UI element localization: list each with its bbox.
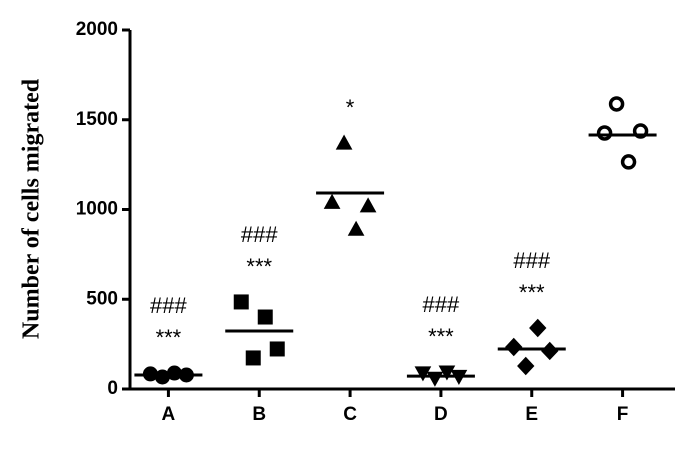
x-tick-label: A [162,404,176,425]
x-tick-label: C [343,404,357,425]
point [414,366,432,382]
y-tick-label: 500 [86,288,118,309]
point [608,96,625,112]
point [335,134,353,150]
point [426,371,444,387]
y-tick-label: 1500 [76,109,118,130]
y-axis-label: Number of cells migrated [19,78,45,339]
point [438,365,456,381]
annotation: *** [246,254,272,279]
point [505,337,523,357]
point [359,197,377,213]
y-tick-label: 1000 [76,199,118,220]
point [233,294,249,310]
annotation: *** [428,324,454,349]
annotation: *** [519,280,545,305]
point [245,350,261,366]
point [257,309,273,325]
x-tick-label: B [252,404,266,425]
annotation: * [346,95,355,120]
y-tick-label: 2000 [76,19,118,40]
x-tick-label: E [525,404,538,425]
annotation: ### [241,222,278,247]
annotation: ### [423,292,460,317]
point [620,154,637,170]
annotation: ### [150,293,187,318]
point [529,318,547,338]
point [347,220,365,236]
point [517,356,535,376]
point [541,341,559,361]
point [269,341,285,357]
point [596,125,613,141]
x-tick-label: F [617,404,629,425]
annotation: ### [513,248,550,273]
annotation: *** [156,325,182,350]
y-tick-label: 0 [107,378,118,399]
point [323,193,341,209]
x-tick-label: D [434,404,448,425]
